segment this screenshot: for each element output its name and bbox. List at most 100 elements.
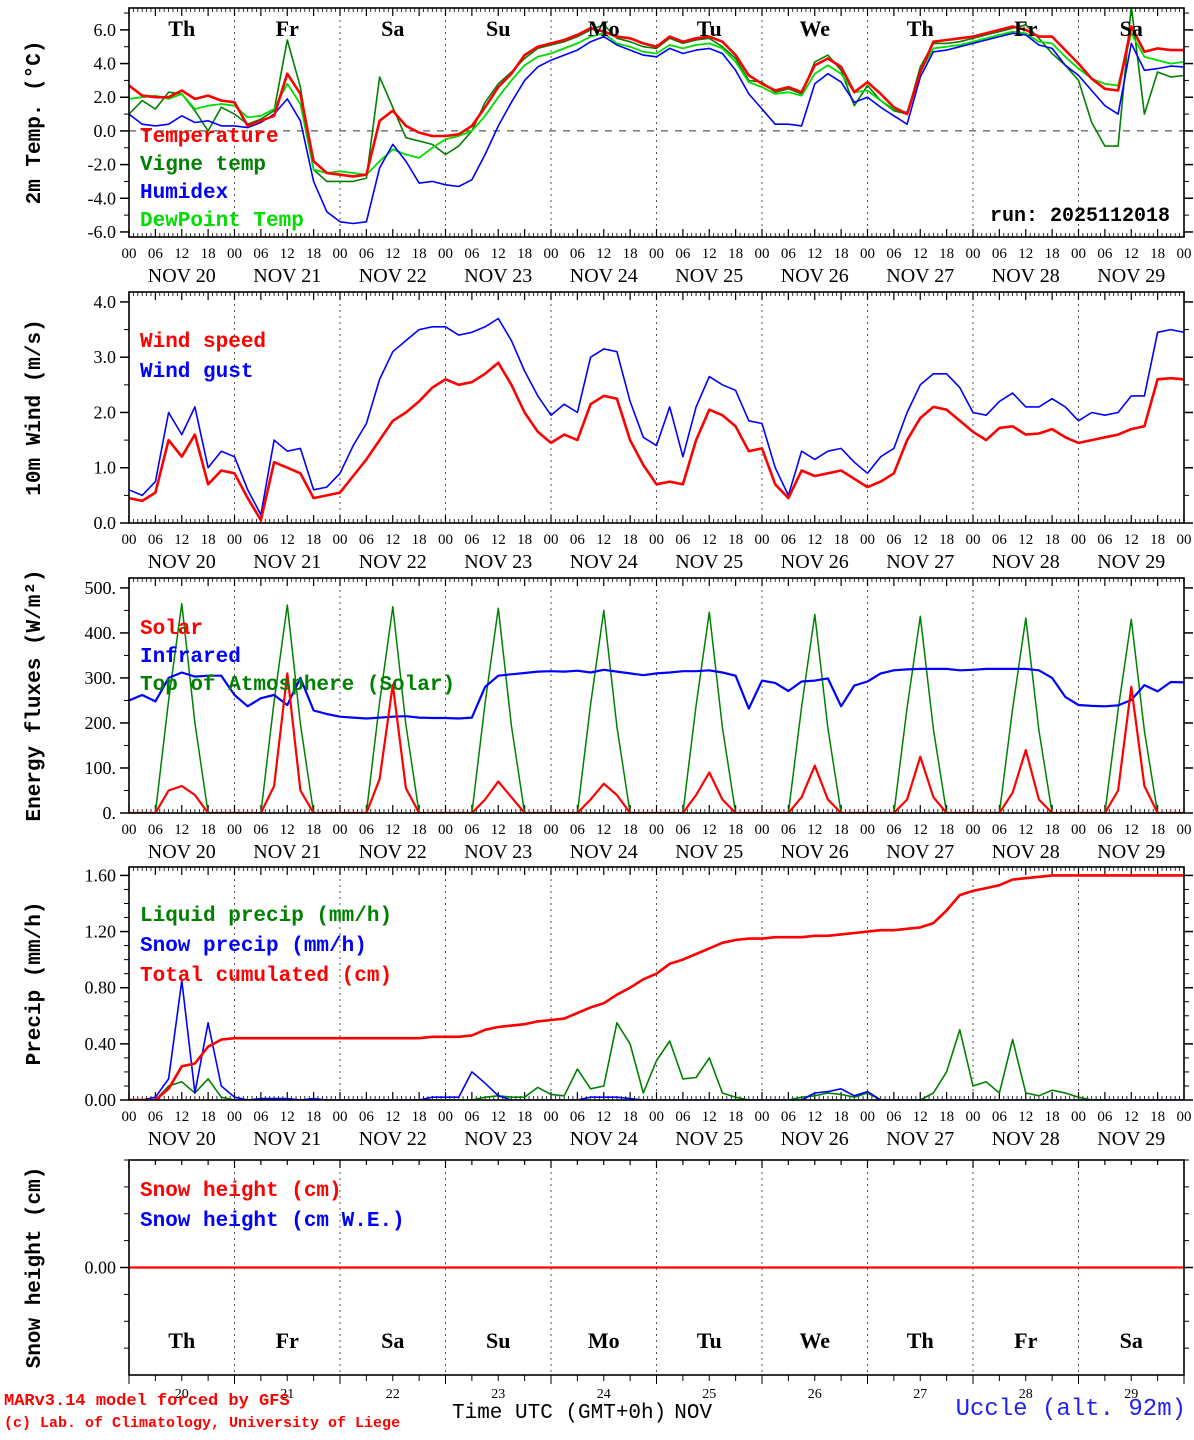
svg-text:18: 18	[201, 1109, 216, 1125]
svg-text:06: 06	[781, 246, 797, 262]
svg-text:20: 20	[175, 1387, 189, 1402]
svg-text:12: 12	[280, 1109, 295, 1125]
svg-text:18: 18	[412, 246, 427, 262]
legend-temperature-3: DewPoint Temp	[140, 210, 304, 233]
svg-text:12: 12	[596, 246, 611, 262]
svg-text:12: 12	[174, 1109, 189, 1125]
svg-text:NOV 22: NOV 22	[359, 1128, 427, 1150]
day-label-25: Tu	[697, 1328, 722, 1353]
svg-text:18: 18	[623, 532, 638, 548]
svg-text:NOV 28: NOV 28	[992, 1128, 1060, 1150]
svg-text:06: 06	[781, 822, 797, 838]
svg-text:06: 06	[148, 532, 164, 548]
svg-text:06: 06	[359, 1109, 375, 1125]
legend-wind-1: Wind gust	[140, 361, 254, 384]
svg-text:12: 12	[1124, 532, 1139, 548]
day-label-26: We	[799, 1328, 830, 1353]
svg-text:06: 06	[359, 822, 375, 838]
svg-text:18: 18	[834, 822, 849, 838]
svg-text:00: 00	[438, 822, 453, 838]
svg-text:NOV 29: NOV 29	[1097, 841, 1165, 863]
svg-text:06: 06	[886, 246, 902, 262]
svg-text:18: 18	[412, 1109, 427, 1125]
svg-text:00: 00	[1177, 532, 1192, 548]
svg-text:12: 12	[702, 822, 717, 838]
legend-snow-1: Snow height (cm W.E.)	[140, 1210, 405, 1233]
day-label-23: Su	[486, 16, 510, 41]
svg-text:00: 00	[227, 246, 242, 262]
svg-text:06: 06	[1097, 532, 1113, 548]
svg-text:12: 12	[1124, 246, 1139, 262]
svg-text:200.: 200.	[85, 713, 117, 733]
svg-text:NOV 25: NOV 25	[675, 551, 743, 573]
svg-text:NOV 29: NOV 29	[1097, 1128, 1165, 1150]
svg-text:18: 18	[412, 532, 427, 548]
svg-text:NOV 23: NOV 23	[464, 841, 532, 863]
svg-text:18: 18	[728, 532, 743, 548]
svg-text:300.: 300.	[85, 668, 117, 688]
svg-text:00: 00	[438, 246, 453, 262]
legend-energy-2: Top of Atmosphere (Solar)	[140, 674, 456, 697]
svg-text:12: 12	[807, 532, 822, 548]
svg-text:18: 18	[517, 822, 532, 838]
svg-text:NOV 22: NOV 22	[359, 265, 427, 287]
svg-text:00: 00	[1177, 246, 1192, 262]
legend-snow-0: Snow height (cm)	[140, 1180, 342, 1203]
svg-text:18: 18	[517, 246, 532, 262]
svg-text:00: 00	[544, 246, 559, 262]
svg-text:12: 12	[596, 532, 611, 548]
ylabel-energy: Energy fluxes (W/m²)	[24, 569, 47, 821]
svg-text:00: 00	[227, 532, 242, 548]
svg-text:00: 00	[544, 822, 559, 838]
ylabel-wind: 10m Wind (m/s)	[24, 319, 47, 495]
svg-text:-4.0: -4.0	[88, 188, 117, 208]
svg-text:06: 06	[148, 246, 164, 262]
svg-text:06: 06	[992, 532, 1008, 548]
svg-text:06: 06	[464, 246, 480, 262]
svg-text:26: 26	[808, 1387, 822, 1402]
svg-text:00: 00	[649, 822, 664, 838]
svg-text:18: 18	[1150, 1109, 1165, 1125]
station-label: Uccle (alt. 92m)	[955, 1396, 1186, 1423]
svg-text:NOV 20: NOV 20	[148, 1128, 216, 1150]
svg-text:06: 06	[148, 1109, 164, 1125]
run-label: run: 2025112018	[990, 205, 1171, 228]
svg-text:00: 00	[860, 532, 875, 548]
svg-text:18: 18	[1045, 532, 1060, 548]
svg-text:06: 06	[253, 246, 269, 262]
svg-text:12: 12	[702, 246, 717, 262]
svg-text:06: 06	[1097, 246, 1113, 262]
svg-text:18: 18	[412, 822, 427, 838]
series-wind-speed	[129, 361, 1184, 522]
svg-text:400.: 400.	[85, 623, 117, 643]
svg-text:12: 12	[702, 532, 717, 548]
ylabel-precip: Precip (mm/h)	[24, 902, 47, 1066]
svg-text:12: 12	[807, 1109, 822, 1125]
svg-text:0.0: 0.0	[94, 513, 117, 533]
svg-text:00: 00	[649, 1109, 664, 1125]
svg-text:12: 12	[1124, 1109, 1139, 1125]
svg-text:18: 18	[1150, 532, 1165, 548]
svg-text:-6.0: -6.0	[88, 222, 117, 242]
legend-precip-0: Liquid precip (mm/h)	[140, 905, 393, 928]
svg-text:18: 18	[939, 1109, 954, 1125]
svg-text:12: 12	[385, 246, 400, 262]
svg-text:06: 06	[570, 532, 586, 548]
svg-text:NOV 28: NOV 28	[992, 265, 1060, 287]
svg-text:06: 06	[359, 532, 375, 548]
svg-text:00: 00	[966, 1109, 981, 1125]
svg-text:06: 06	[1097, 1109, 1113, 1125]
svg-text:06: 06	[992, 1109, 1008, 1125]
svg-text:00: 00	[1071, 532, 1086, 548]
day-label-22: Sa	[381, 16, 404, 41]
svg-text:06: 06	[781, 1109, 797, 1125]
svg-text:06: 06	[675, 532, 691, 548]
svg-text:12: 12	[174, 246, 189, 262]
svg-text:NOV 27: NOV 27	[886, 551, 954, 573]
svg-text:0.0: 0.0	[94, 121, 117, 141]
series-snow-precip-mm-h-	[129, 979, 1184, 1100]
svg-text:NOV 25: NOV 25	[675, 1128, 743, 1150]
svg-text:NOV 26: NOV 26	[781, 1128, 849, 1150]
svg-text:18: 18	[834, 1109, 849, 1125]
svg-text:-2.0: -2.0	[88, 155, 117, 175]
